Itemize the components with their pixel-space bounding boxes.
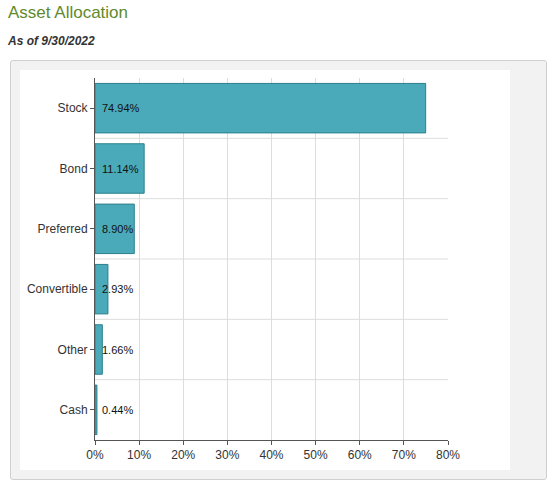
svg-text:Cash: Cash: [60, 403, 88, 417]
svg-text:Bond: Bond: [60, 162, 88, 176]
svg-text:0.44%: 0.44%: [102, 404, 133, 416]
html-text:As of 9/30/2022: As of 9/30/2022: [8, 34, 95, 48]
svg-text:10%: 10%: [127, 448, 151, 462]
svg-text:2.93%: 2.93%: [102, 283, 133, 295]
svg-text:74.94%: 74.94%: [102, 102, 140, 114]
svg-text:1.66%: 1.66%: [102, 344, 133, 356]
svg-text:Convertible: Convertible: [27, 282, 88, 296]
svg-text:Preferred: Preferred: [38, 222, 88, 236]
svg-text:80%: 80%: [436, 448, 460, 462]
svg-text:50%: 50%: [304, 448, 328, 462]
svg-text:8.90%: 8.90%: [102, 223, 133, 235]
svg-text:20%: 20%: [171, 448, 195, 462]
html-text:Asset Allocation: Asset Allocation: [8, 3, 128, 22]
svg-text:40%: 40%: [259, 448, 283, 462]
svg-text:Stock: Stock: [58, 101, 89, 115]
svg-text:0%: 0%: [86, 448, 104, 462]
svg-text:30%: 30%: [215, 448, 239, 462]
svg-text:Other: Other: [58, 343, 88, 357]
svg-text:60%: 60%: [348, 448, 372, 462]
svg-text:11.14%: 11.14%: [102, 163, 139, 175]
svg-text:70%: 70%: [392, 448, 416, 462]
